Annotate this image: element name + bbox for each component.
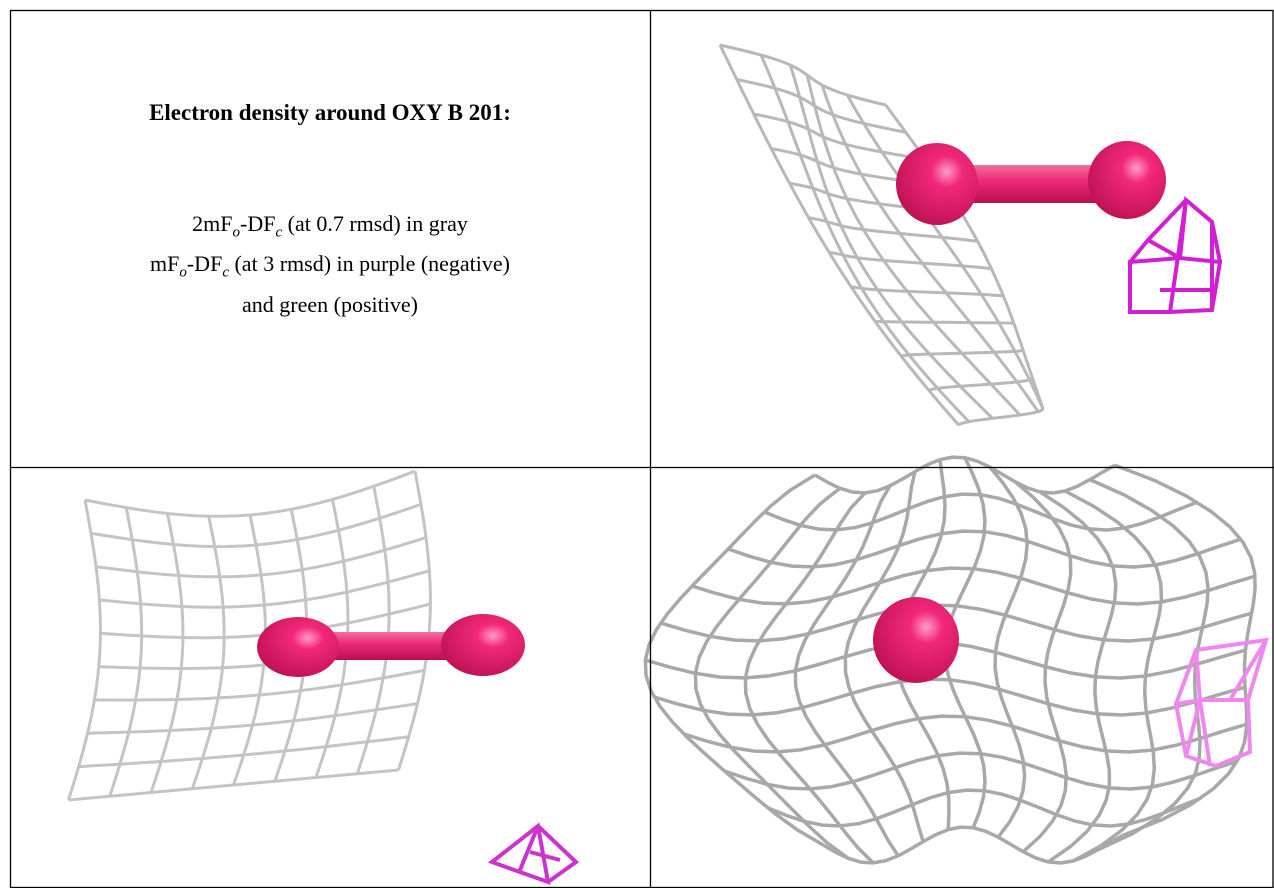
atom (1088, 141, 1166, 219)
text: (at 3 rmsd) in purple (negative) (228, 251, 510, 277)
mesh-line (808, 216, 978, 243)
subscript: o (232, 224, 241, 241)
negative-density-cage (1173, 637, 1269, 769)
mesh-line (805, 74, 1021, 417)
mesh-line (845, 94, 1045, 409)
mesh-line (397, 470, 432, 771)
mesh-line (719, 43, 887, 107)
mesh-line (828, 250, 992, 271)
mesh-line (99, 569, 430, 609)
negative-density-cage (1128, 196, 1223, 314)
mesh-line (693, 486, 850, 860)
mesh-line (87, 702, 418, 735)
mesh-line (814, 455, 1116, 495)
mesh-line (190, 516, 226, 790)
mesh-line (94, 668, 425, 702)
mesh-line (822, 825, 1125, 865)
mesh-line (683, 714, 1248, 754)
mesh-line (727, 529, 1242, 569)
mesh-line (95, 536, 427, 579)
mesh-line (691, 566, 1256, 606)
text: and green (positive) (242, 291, 418, 317)
mesh-line (90, 502, 422, 549)
mesh-line (68, 768, 399, 802)
mesh-line (660, 603, 1253, 643)
legend: 2mFo-DFc (at 0.7 rmsd) in gray mFo-DFc (… (11, 208, 649, 320)
negative-density-cage (487, 822, 580, 886)
mesh-line (67, 499, 102, 801)
mesh-line (108, 507, 144, 797)
mesh-line (900, 349, 1024, 358)
text: mF (150, 251, 180, 277)
legend-line: 2mFo-DFc (at 0.7 rmsd) in gray (11, 208, 649, 248)
mesh-line (957, 404, 1045, 427)
mesh-line (763, 492, 1198, 532)
atom (873, 597, 959, 683)
mesh-line (753, 112, 926, 161)
caption-cell: Electron density around OXY B 201: 2mFo-… (11, 11, 649, 466)
text: (at 0.7 rmsd) in gray (282, 211, 468, 236)
mesh-line (84, 469, 416, 518)
atom (441, 614, 525, 676)
text: -DF (186, 251, 223, 277)
mesh-line (724, 751, 1238, 791)
mesh-line (653, 677, 1246, 717)
mesh-line (788, 64, 994, 420)
mesh-line (767, 788, 1202, 828)
mesh-line (718, 44, 960, 426)
density-meshes (67, 43, 1257, 865)
mesh-line (78, 735, 409, 769)
subscript: c (275, 224, 283, 241)
title: Electron density around OXY B 201: (149, 100, 511, 125)
subscript: c (222, 264, 229, 281)
mesh-line (875, 319, 1014, 325)
mesh-line (928, 376, 1034, 392)
mesh-line (149, 513, 185, 793)
atom (896, 143, 978, 225)
legend-line: and green (positive) (11, 289, 649, 320)
mesh-line (850, 285, 1004, 298)
legend-line: mFo-DFc (at 3 rmsd) in purple (negative) (11, 248, 649, 288)
mesh-line (820, 84, 1040, 413)
mesh-line (759, 54, 970, 423)
text: 2mF (192, 211, 233, 236)
subscript: o (179, 264, 187, 281)
atom (257, 617, 339, 677)
mesh-line (736, 78, 907, 134)
text: -DF (240, 211, 276, 236)
mesh-line (355, 485, 391, 775)
